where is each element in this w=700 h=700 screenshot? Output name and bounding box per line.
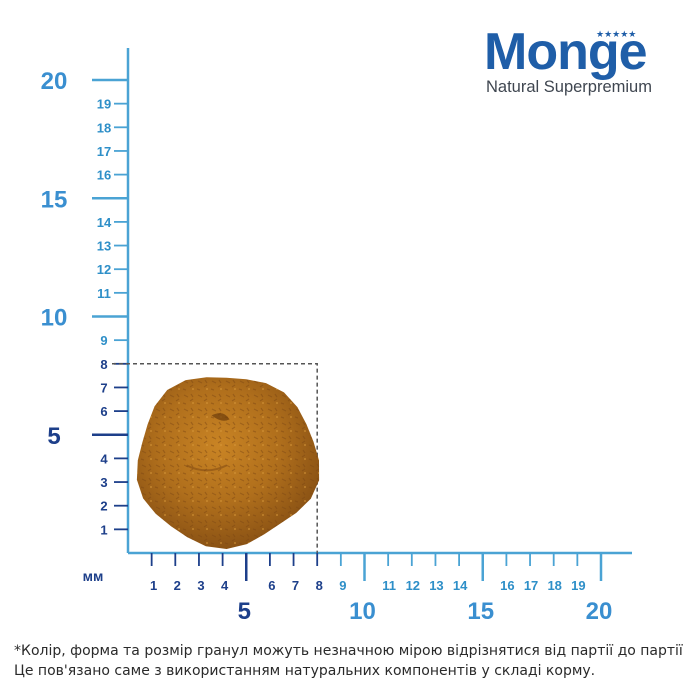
x-tick-label: 4	[221, 578, 229, 593]
y-tick-label: 9	[100, 333, 107, 348]
labels-layer: 1122334466778899111112121313141416161717…	[41, 68, 613, 625]
logo-stars-icon: ★★★★★	[596, 30, 637, 40]
y-major-label: 15	[41, 186, 68, 213]
y-tick-label: 16	[97, 168, 111, 183]
kibble-layer	[112, 363, 320, 553]
x-tick-label: 3	[197, 578, 204, 593]
y-tick-label: 2	[100, 499, 107, 514]
x-tick-label: 18	[547, 578, 561, 593]
axes-layer	[92, 48, 632, 581]
kibble-ridge	[186, 464, 228, 472]
x-tick-label: 2	[174, 578, 181, 593]
y-tick-label: 8	[100, 357, 107, 372]
x-tick-label: 1	[150, 578, 157, 593]
x-major-label: 5	[238, 598, 251, 625]
y-tick-label: 1	[100, 522, 107, 537]
y-major-label: 20	[41, 68, 68, 95]
y-major-label: 10	[41, 305, 68, 332]
brand-tagline: Natural Superpremium	[486, 78, 652, 96]
disclaimer-line-1: *Колір, форма та розмір гранул можуть не…	[14, 643, 683, 659]
x-major-label: 20	[586, 598, 613, 625]
x-tick-label: 7	[292, 578, 299, 593]
y-tick-label: 12	[97, 262, 111, 277]
brand-logo: Monge	[484, 23, 648, 81]
y-tick-label: 7	[100, 380, 107, 395]
x-tick-label: 19	[571, 578, 585, 593]
unit-label: мм	[83, 568, 104, 584]
kibble-size-guide	[112, 363, 318, 553]
kibble-texture	[136, 377, 320, 549]
x-tick-label: 9	[339, 578, 346, 593]
x-tick-label: 16	[500, 578, 514, 593]
y-tick-label: 3	[100, 475, 107, 490]
x-tick-label: 8	[316, 578, 323, 593]
x-major-label: 10	[349, 598, 376, 625]
ruler-chart: 1122334466778899111112121313141416161717…	[41, 48, 632, 625]
kibble-crack	[211, 413, 230, 421]
x-tick-label: 13	[429, 578, 443, 593]
x-major-label: 15	[467, 598, 494, 625]
x-tick-label: 12	[406, 578, 420, 593]
x-tick-label: 6	[268, 578, 275, 593]
y-tick-label: 11	[97, 286, 111, 301]
y-tick-label: 17	[97, 144, 111, 159]
x-tick-label: 14	[453, 578, 468, 593]
y-tick-label: 13	[97, 239, 111, 254]
y-major-label: 5	[47, 423, 60, 450]
y-tick-label: 4	[100, 451, 108, 466]
y-tick-label: 19	[97, 97, 111, 112]
y-tick-label: 14	[97, 215, 112, 230]
y-tick-label: 6	[100, 404, 107, 419]
y-tick-label: 18	[97, 120, 111, 135]
x-tick-label: 17	[524, 578, 538, 593]
disclaimer-line-2: Це пов'язано саме з використанням натура…	[14, 663, 596, 679]
x-tick-label: 11	[382, 578, 396, 593]
